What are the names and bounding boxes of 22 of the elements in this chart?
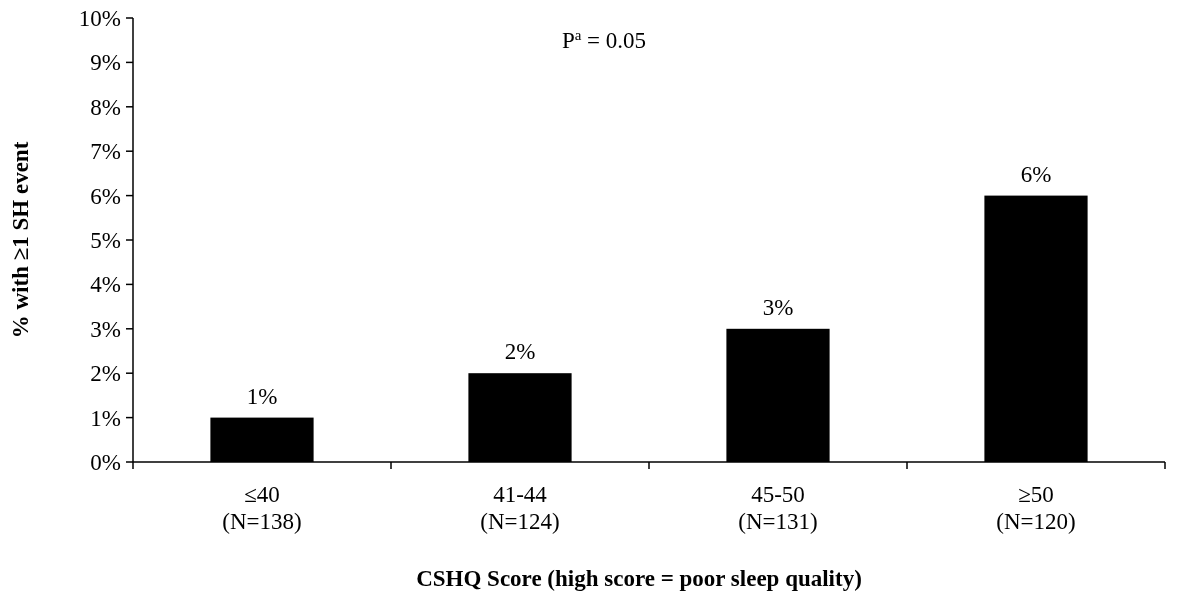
x-axis-title: CSHQ Score (high score = poor sleep quality): [416, 566, 862, 591]
x-tick-label: ≤40 (N=138): [222, 482, 302, 534]
data-label: 2%: [504, 339, 536, 365]
y-axis-title: % with ≥1 SH event: [8, 141, 33, 339]
y-tick-label: 9%: [90, 50, 121, 76]
y-tick-label: 2%: [90, 361, 121, 387]
x-tick-label: ≥50 (N=120): [996, 482, 1076, 534]
x-tick-label: 41-44 (N=124): [480, 482, 560, 534]
y-tick-label: 5%: [90, 228, 121, 254]
x-tick-label: 45-50 (N=131): [738, 482, 818, 534]
y-tick-label: 4%: [90, 272, 121, 298]
y-tick-label: 0%: [90, 450, 121, 476]
y-tick-label: 8%: [90, 94, 121, 120]
y-tick-label: 10%: [78, 6, 121, 32]
data-label: 6%: [1020, 161, 1052, 187]
data-label: 1%: [246, 383, 278, 409]
y-tick-label: 1%: [90, 405, 121, 431]
y-tick-label: 3%: [90, 316, 121, 342]
data-label: 3%: [762, 294, 794, 320]
annotation: P$^{a}$ = 0.05: [561, 27, 647, 54]
y-tick-label: 6%: [90, 183, 121, 209]
y-tick-label: 7%: [90, 139, 121, 165]
